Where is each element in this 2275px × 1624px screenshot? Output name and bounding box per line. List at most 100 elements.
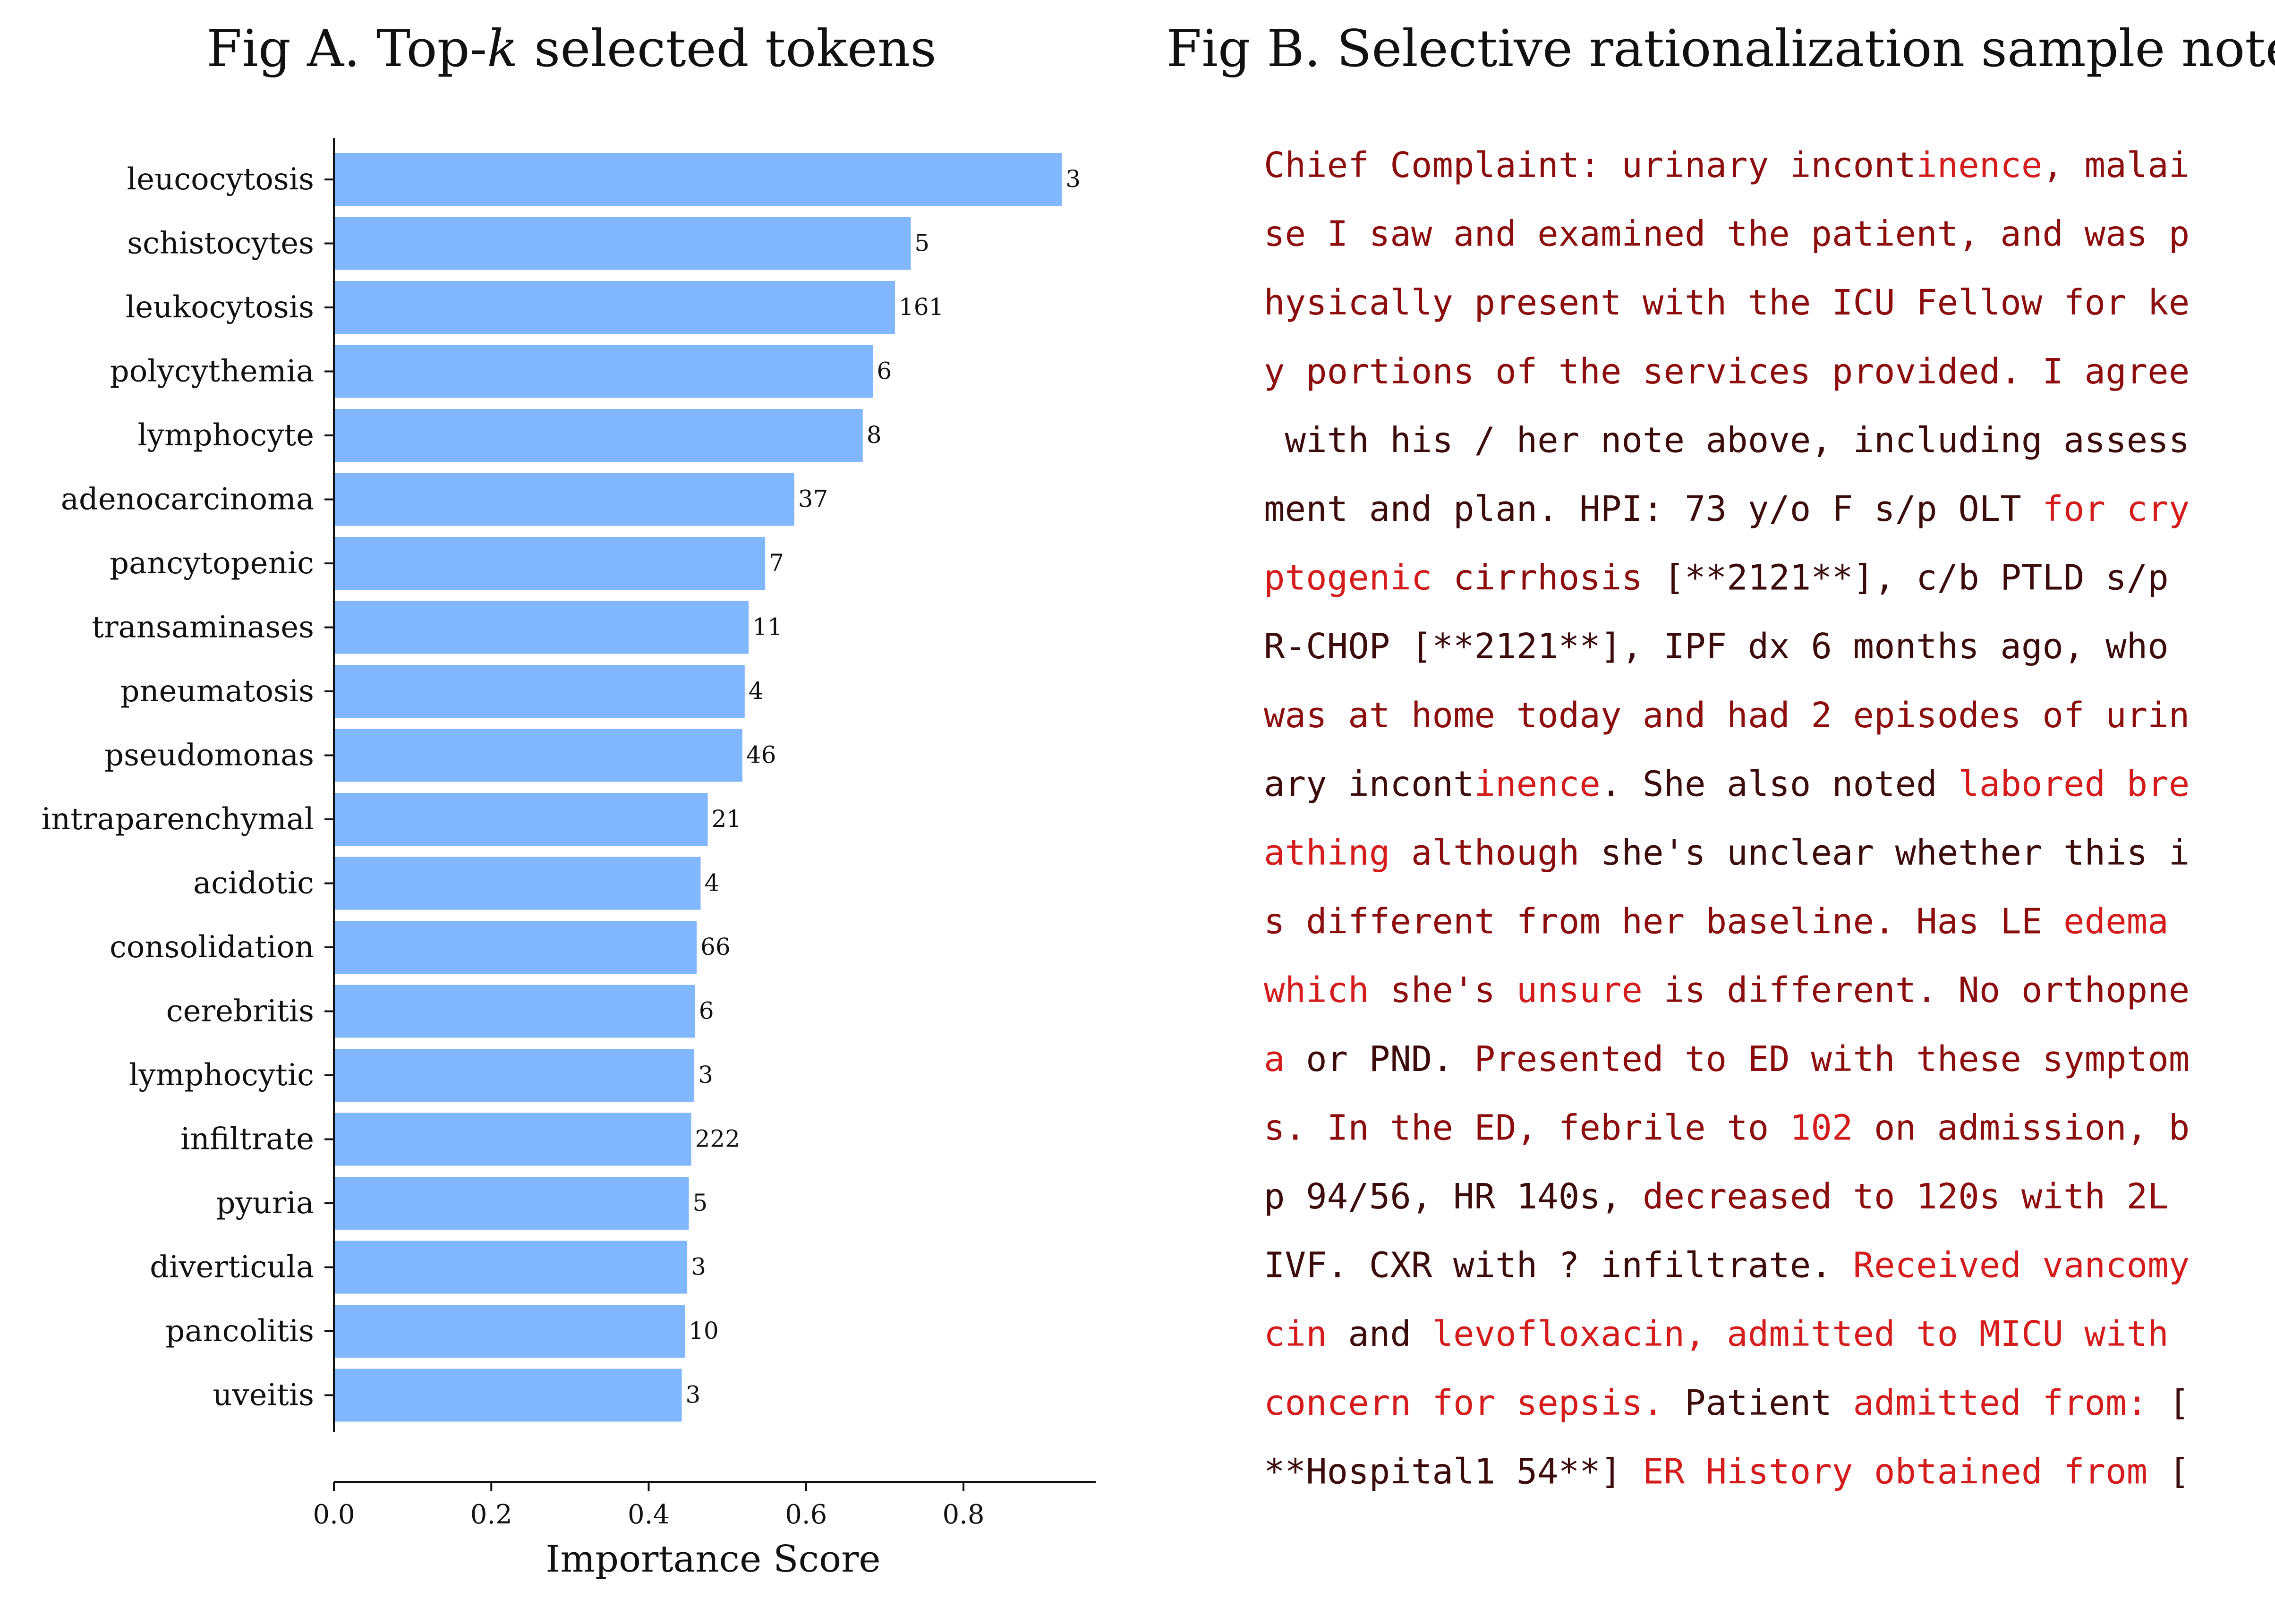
category-label-pseudomonas: pseudomonas bbox=[104, 738, 314, 773]
bar-pancytopenic bbox=[334, 537, 766, 590]
note-line-18-segment-0: concern for sepsis. bbox=[1264, 1383, 1685, 1423]
category-labels: leucocytosis schistocytes leukocytosis poly… bbox=[42, 162, 334, 1413]
note-line-14-segment-2: on admission, b bbox=[1874, 1107, 2190, 1148]
note-line-15-segment-0: p 94/56, HR 140s, bbox=[1264, 1176, 1643, 1217]
chart-title-prefix: Fig A. Top- bbox=[206, 19, 487, 78]
note-line-6-segment-0: ptogenic bbox=[1264, 558, 1453, 598]
category-label-lymphocytic: lymphocytic bbox=[129, 1058, 314, 1093]
data-label-leucocytosis: 3 bbox=[1065, 165, 1081, 193]
x-tick-label-0: 0.0 bbox=[313, 1499, 355, 1530]
x-tick-label-4: 0.8 bbox=[942, 1499, 984, 1530]
x-axis-ticks: 0.0 0.2 0.4 0.6 0.8 bbox=[313, 1482, 985, 1530]
note-line-14-segment-1: 102 bbox=[1790, 1107, 1874, 1148]
data-label-cerebritis: 6 bbox=[699, 997, 714, 1025]
data-label-pyuria: 5 bbox=[693, 1189, 708, 1216]
bar-lymphocyte bbox=[334, 409, 863, 462]
data-label-adenocarcinoma: 37 bbox=[798, 485, 828, 513]
x-tick-label-1: 0.2 bbox=[470, 1499, 512, 1530]
note-line-9-segment-0: ary incont bbox=[1264, 764, 1474, 804]
bar-transaminases bbox=[334, 601, 749, 654]
category-label-lymphocyte: lymphocyte bbox=[137, 418, 314, 453]
note-line-12-segment-0: which bbox=[1264, 970, 1390, 1011]
chart-title-variable: k bbox=[487, 19, 518, 78]
data-label-leukocytosis: 161 bbox=[899, 293, 944, 321]
data-label-uveitis: 3 bbox=[686, 1381, 701, 1409]
note-line-15-segment-1: decreased to 120s with 2L bbox=[1643, 1176, 2169, 1217]
note-line-10-segment-1: although bbox=[1411, 833, 1601, 873]
category-label-pancolitis: pancolitis bbox=[165, 1314, 314, 1349]
note-line-11-segment-1: edema bbox=[2063, 901, 2169, 942]
data-label-lymphocyte: 8 bbox=[867, 421, 882, 449]
category-label-adenocarcinoma: adenocarcinoma bbox=[61, 482, 314, 517]
category-label-schistocytes: schistocytes bbox=[127, 226, 314, 261]
note-line-12-segment-3: is different. No orthopne bbox=[1664, 970, 2190, 1011]
note-line-9-segment-1: inence bbox=[1474, 764, 1601, 804]
data-label-infiltrate: 222 bbox=[695, 1125, 740, 1153]
data-label-schistocytes: 5 bbox=[914, 230, 929, 257]
note-line-16-segment-1: Received vancomy bbox=[1853, 1245, 2190, 1286]
bar-pancolitis bbox=[334, 1305, 685, 1358]
data-label-acidotic: 4 bbox=[705, 869, 720, 897]
data-label-polycythemia: 6 bbox=[877, 357, 892, 385]
sample-note-panel: Fig B. Selective rationalization sample … bbox=[1166, 19, 2275, 1492]
category-label-pyuria: pyuria bbox=[216, 1186, 314, 1221]
note-line-18-segment-2: admitted from: bbox=[1853, 1383, 2168, 1423]
chart-title: Fig A. Top-k selected tokens bbox=[206, 19, 937, 78]
bar-intraparenchymal bbox=[334, 793, 708, 846]
data-label-intraparenchymal: 21 bbox=[712, 805, 742, 833]
bar-adenocarcinoma bbox=[334, 473, 794, 526]
category-label-polycythemia: polycythemia bbox=[110, 354, 314, 389]
bar-cerebritis bbox=[334, 985, 695, 1038]
category-label-intraparenchymal: intraparenchymal bbox=[42, 802, 315, 837]
data-label-pneumatosis: 4 bbox=[749, 677, 764, 705]
note-line-19-segment-0: **Hospital1 54**] bbox=[1264, 1451, 1643, 1492]
note-panel-title: Fig B. Selective rationalization sample … bbox=[1166, 19, 2275, 78]
data-label-transaminases: 11 bbox=[752, 613, 783, 641]
data-label-pancolitis: 10 bbox=[689, 1317, 719, 1344]
note-line-18-segment-3: [ bbox=[2169, 1383, 2190, 1423]
note-line-4-segment-0: with his / her note above, including ass… bbox=[1264, 420, 2190, 460]
bar-chart-panel: Fig A. Top-k selected tokens leucocytosi… bbox=[42, 19, 1096, 1581]
note-line-9-segment-3: labored bre bbox=[1958, 764, 2190, 804]
bar-diverticula bbox=[334, 1241, 688, 1294]
bar-pseudomonas bbox=[334, 729, 742, 782]
category-label-infiltrate: infiltrate bbox=[180, 1122, 314, 1157]
note-line-7-segment-0: R-CHOP [**2121**], IPF dx 6 months ago, … bbox=[1264, 626, 2169, 667]
bar-uveitis bbox=[334, 1369, 682, 1422]
category-label-consolidation: consolidation bbox=[110, 930, 314, 965]
category-label-leukocytosis: leukocytosis bbox=[126, 290, 314, 325]
chart-title-suffix: selected tokens bbox=[518, 19, 937, 78]
note-line-5-segment-0: ment and plan. HPI: 73 y/o F s/p OLT bbox=[1264, 489, 2042, 529]
note-line-10-segment-0: athing bbox=[1264, 833, 1411, 873]
note-line-11-segment-0: s different from her baseline. Has LE bbox=[1264, 901, 2063, 942]
category-label-uveitis: uveitis bbox=[213, 1378, 314, 1413]
note-text-block: Chief Complaint: urinary incontinence, m… bbox=[1264, 145, 2190, 1492]
note-line-1-segment-0: se I saw and examined the patient, and w… bbox=[1264, 214, 2190, 255]
x-tick-label-2: 0.4 bbox=[628, 1499, 670, 1530]
note-line-13-segment-0: a bbox=[1264, 1039, 1306, 1080]
note-line-16-segment-0: IVF. CXR with ? infiltrate. bbox=[1264, 1245, 1853, 1286]
note-line-9-segment-2: . She also noted bbox=[1601, 764, 1958, 804]
category-label-cerebritis: cerebritis bbox=[166, 994, 314, 1029]
bar-polycythemia bbox=[334, 345, 873, 398]
note-line-19-segment-1: ER History obtained from bbox=[1643, 1451, 2169, 1492]
note-line-13-segment-1: or PND. bbox=[1306, 1039, 1474, 1080]
bar-leukocytosis bbox=[334, 281, 895, 334]
note-line-17-segment-0: cin bbox=[1264, 1314, 1348, 1354]
note-line-17-segment-2: levofloxacin, admitted to MICU with bbox=[1432, 1314, 2168, 1354]
data-label-pancytopenic: 7 bbox=[769, 549, 784, 577]
note-line-13-segment-2: Presented to ED with these symptom bbox=[1474, 1039, 2190, 1080]
note-line-12-segment-2: unsure bbox=[1517, 970, 1664, 1011]
note-line-5-segment-1: for cry bbox=[2042, 489, 2190, 529]
category-label-diverticula: diverticula bbox=[150, 1250, 314, 1285]
bar-consolidation bbox=[334, 921, 697, 974]
category-label-acidotic: acidotic bbox=[193, 866, 314, 901]
x-axis-label: Importance Score bbox=[545, 1538, 880, 1581]
bar-schistocytes bbox=[334, 217, 911, 270]
note-line-14-segment-0: s. In the ED, febrile to bbox=[1264, 1107, 1790, 1148]
bar-infiltrate bbox=[334, 1113, 691, 1166]
bar-group bbox=[334, 153, 1062, 1422]
category-label-pneumatosis: pneumatosis bbox=[120, 674, 314, 709]
